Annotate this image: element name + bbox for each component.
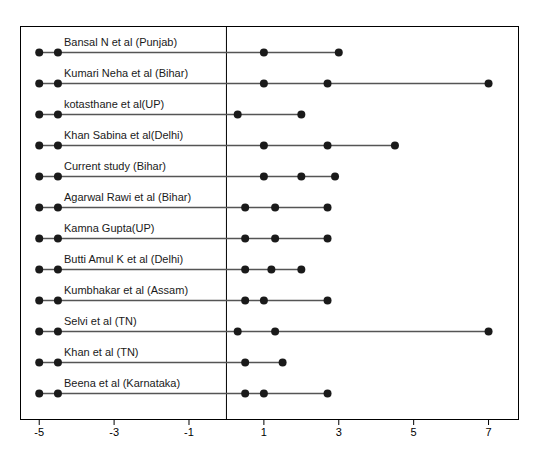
svg-text:Agarwal Rawi et al (Bihar): Agarwal Rawi et al (Bihar) [64, 191, 191, 203]
svg-text:Kamna Gupta(UP): Kamna Gupta(UP) [64, 222, 154, 234]
svg-text:Bansal N et al (Punjab): Bansal N et al (Punjab) [64, 36, 177, 48]
svg-text:Beena et al (Karnataka): Beena et al (Karnataka) [64, 377, 180, 389]
svg-text:Kumbhakar et al (Assam): Kumbhakar et al (Assam) [64, 284, 188, 296]
svg-text:Current study (Bihar): Current study (Bihar) [64, 160, 166, 172]
svg-text:Khan Sabina et al(Delhi): Khan Sabina et al(Delhi) [64, 129, 183, 141]
svg-text:7: 7 [485, 426, 491, 438]
svg-text:Butti Amul K et al (Delhi): Butti Amul K et al (Delhi) [64, 253, 183, 265]
svg-text:1: 1 [261, 426, 267, 438]
svg-text:3: 3 [336, 426, 342, 438]
svg-text:-3: -3 [109, 426, 119, 438]
svg-text:5: 5 [411, 426, 417, 438]
svg-text:Selvi et al (TN): Selvi et al (TN) [64, 315, 137, 327]
svg-text:-5: -5 [34, 426, 44, 438]
svg-text:-1: -1 [184, 426, 194, 438]
svg-text:Khan et al (TN): Khan et al (TN) [64, 346, 139, 358]
svg-text:kotasthane et al(UP): kotasthane et al(UP) [64, 98, 164, 110]
svg-text:Kumari Neha et al (Bihar): Kumari Neha et al (Bihar) [64, 67, 188, 79]
